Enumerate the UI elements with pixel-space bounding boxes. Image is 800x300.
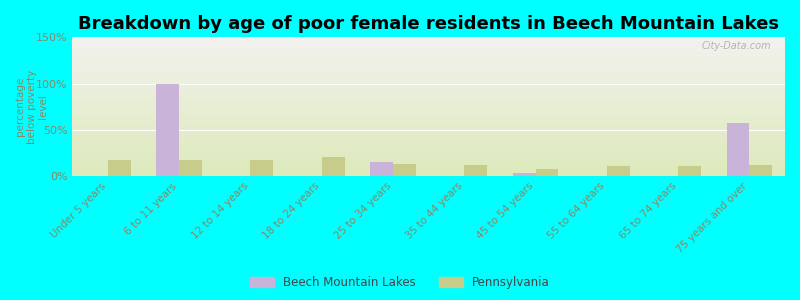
Bar bbox=[726, 123, 750, 176]
Bar bbox=[179, 160, 202, 176]
Bar bbox=[370, 162, 393, 176]
Bar bbox=[393, 164, 416, 176]
Bar bbox=[108, 160, 130, 176]
Bar bbox=[464, 165, 487, 176]
Bar bbox=[250, 160, 274, 176]
Bar bbox=[678, 166, 701, 176]
Bar bbox=[322, 157, 345, 176]
Bar bbox=[750, 165, 772, 176]
Bar bbox=[535, 169, 558, 176]
Bar bbox=[513, 173, 535, 176]
Legend: Beech Mountain Lakes, Pennsylvania: Beech Mountain Lakes, Pennsylvania bbox=[245, 272, 555, 294]
Bar bbox=[156, 84, 179, 176]
Y-axis label: percentage
below poverty
level: percentage below poverty level bbox=[15, 70, 48, 144]
Text: City-Data.com: City-Data.com bbox=[701, 41, 770, 52]
Bar bbox=[607, 166, 630, 176]
Title: Breakdown by age of poor female residents in Beech Mountain Lakes: Breakdown by age of poor female resident… bbox=[78, 15, 779, 33]
